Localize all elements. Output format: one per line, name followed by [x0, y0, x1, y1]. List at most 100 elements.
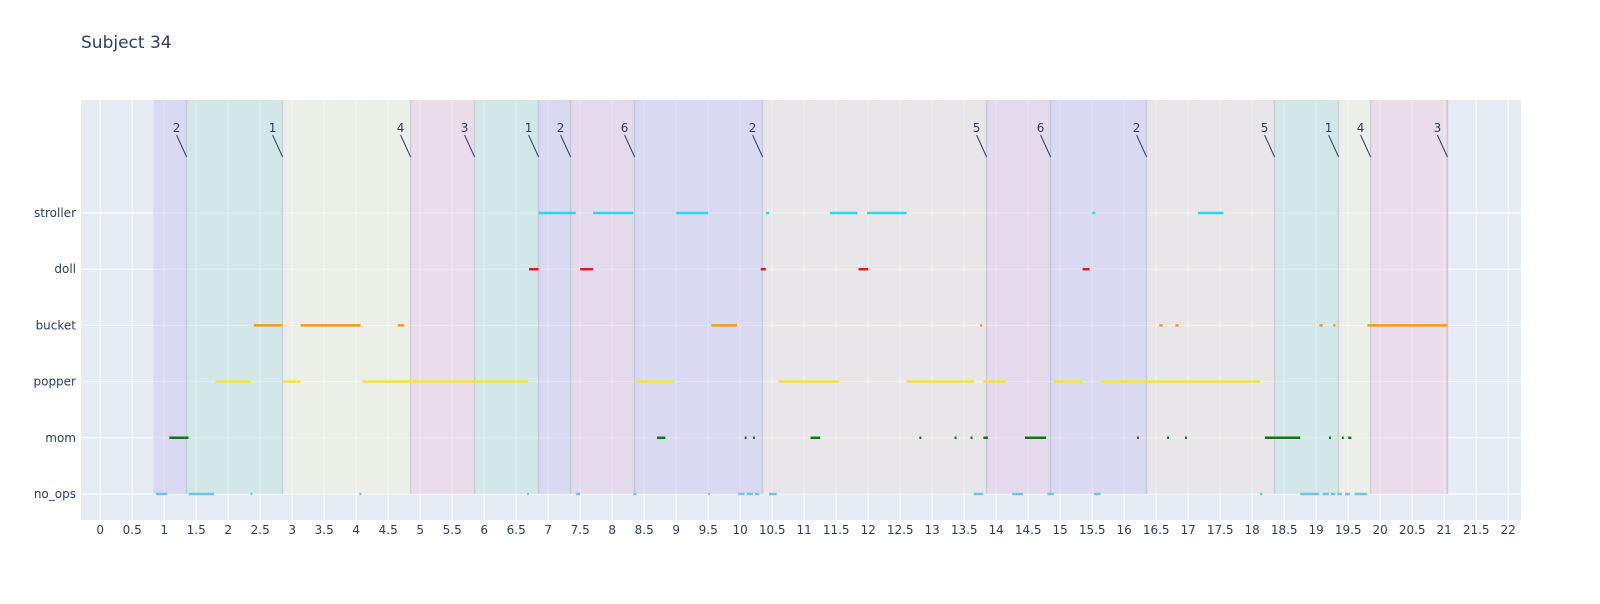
y-tick-label: bucket: [36, 318, 77, 332]
phase-label: 6: [621, 121, 629, 135]
phase-arrow: [752, 134, 764, 158]
x-tick-label: 4.5: [379, 523, 398, 537]
phase-label: 1: [525, 121, 533, 135]
plot-background: [81, 100, 1521, 520]
x-tick-label: 18: [1245, 523, 1260, 537]
x-tick-label: 7: [544, 523, 552, 537]
x-tick-label: 12: [861, 523, 876, 537]
annotation-layer: 2 1 4 3 1 2 6 2 5 6 2 5 1 4 3: [173, 121, 1448, 158]
x-tick-label: 19: [1309, 523, 1324, 537]
y-axis: stroller doll bucket popper mom no_ops: [33, 206, 76, 501]
phase-band: [153, 100, 187, 494]
phase-label: 4: [397, 121, 405, 135]
x-tick-label: 15.5: [1079, 523, 1106, 537]
phase-band: [1050, 100, 1147, 494]
x-tick-label: 10.5: [759, 523, 786, 537]
phase-band: [986, 100, 1051, 494]
phase-arrow: [1360, 134, 1372, 158]
phase-arrow: [464, 134, 476, 158]
x-tick-label: 12.5: [887, 523, 914, 537]
phase-arrow: [1136, 134, 1148, 158]
x-tick-label: 3.5: [315, 523, 334, 537]
x-tick-label: 0.5: [123, 523, 142, 537]
phase-label: 4: [1357, 121, 1365, 135]
x-tick-label: 0: [96, 523, 104, 537]
x-tick-label: 2.5: [251, 523, 270, 537]
phase-label: 5: [973, 121, 981, 135]
x-tick-label: 21.5: [1463, 523, 1490, 537]
phase-arrow: [1328, 134, 1340, 158]
phase-arrow: [976, 134, 988, 158]
phase-label: 2: [173, 121, 181, 135]
x-tick-label: 5: [416, 523, 424, 537]
phase-band: [762, 100, 987, 494]
x-tick-label: 6.5: [507, 523, 526, 537]
phase-arrow: [1040, 134, 1052, 158]
phase-label: 1: [269, 121, 277, 135]
x-tick-label: 2: [224, 523, 232, 537]
x-tick-label: 1.5: [187, 523, 206, 537]
phase-label: 2: [749, 121, 757, 135]
phase-arrow: [560, 134, 572, 158]
phase-label: 1: [1325, 121, 1333, 135]
phase-label: 2: [1133, 121, 1141, 135]
x-tick-label: 4: [352, 523, 360, 537]
segment-layer: [155, 211, 1448, 496]
phase-band: [634, 100, 763, 494]
x-tick-label: 20.5: [1399, 523, 1426, 537]
x-tick-label: 6: [480, 523, 488, 537]
y-tick-label: no_ops: [34, 487, 76, 501]
x-tick-label: 17.5: [1207, 523, 1234, 537]
x-tick-label: 13: [925, 523, 940, 537]
x-tick-label: 11: [797, 523, 812, 537]
x-tick-label: 10: [733, 523, 748, 537]
y-tick-label: popper: [33, 375, 76, 389]
x-tick-label: 3: [288, 523, 296, 537]
phase-arrow: [400, 134, 412, 158]
x-tick-label: 8: [608, 523, 616, 537]
x-tick-label: 14: [989, 523, 1004, 537]
phase-band: [1274, 100, 1339, 494]
x-tick-label: 7.5: [571, 523, 590, 537]
phase-label: 5: [1261, 121, 1269, 135]
phase-band: [1370, 100, 1448, 494]
phase-label: 2: [557, 121, 565, 135]
phase-label: 6: [1037, 121, 1045, 135]
x-tick-label: 14.5: [1015, 523, 1042, 537]
phase-label: 3: [461, 121, 469, 135]
x-tick-label: 5.5: [443, 523, 462, 537]
x-tick-label: 17: [1181, 523, 1196, 537]
phase-band: [282, 100, 411, 494]
phase-label: 3: [1434, 121, 1442, 135]
x-tick-label: 16: [1117, 523, 1132, 537]
x-tick-label: 15: [1053, 523, 1068, 537]
phase-arrow: [624, 134, 636, 158]
x-tick-label: 9: [672, 523, 680, 537]
phase-arrow: [1264, 134, 1276, 158]
grid-layer: [81, 100, 1521, 520]
phase-arrow: [528, 134, 540, 158]
y-tick-label: stroller: [34, 206, 76, 220]
phase-arrow: [1436, 134, 1448, 158]
phase-arrow: [176, 134, 188, 158]
x-tick-label: 18.5: [1271, 523, 1298, 537]
x-tick-label: 9.5: [699, 523, 718, 537]
y-tick-label: doll: [54, 262, 76, 276]
x-tick-label: 16.5: [1143, 523, 1170, 537]
x-tick-label: 8.5: [635, 523, 654, 537]
x-tick-label: 21: [1437, 523, 1452, 537]
phase-band: [570, 100, 635, 494]
x-tick-label: 1: [160, 523, 168, 537]
phase-layer: [153, 100, 1449, 494]
chart-title: Subject 34: [81, 33, 172, 53]
x-tick-label: 11.5: [823, 523, 850, 537]
phase-band: [474, 100, 539, 494]
phase-band: [186, 100, 283, 494]
phase-band: [410, 100, 475, 494]
phase-band: [538, 100, 571, 494]
x-axis: 0 0.5 1 1.5 2 2.5 3 3.5 4 4.5 5 5.5 6 6.5 7 7.5 8 8.5 9 9.5…: [96, 523, 1515, 537]
phase-arrow: [272, 134, 284, 158]
y-tick-label: mom: [45, 431, 76, 445]
